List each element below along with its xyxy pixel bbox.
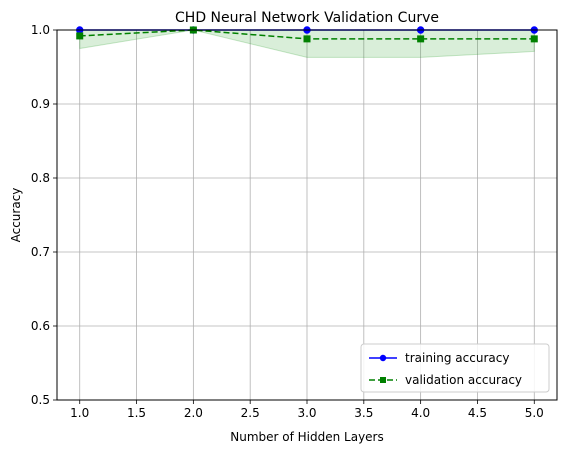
legend-box [360, 343, 550, 393]
legend-label: training accuracy [405, 351, 509, 365]
legend: training accuracy validation accuracy [360, 343, 550, 393]
legend-label: validation accuracy [405, 373, 522, 387]
x-tick-label: 3.0 [297, 406, 316, 420]
x-tick-label: 2.0 [184, 406, 203, 420]
y-tick-label: 0.8 [31, 171, 50, 185]
x-axis-label: Number of Hidden Layers [230, 430, 384, 444]
series-1-point [530, 35, 538, 43]
x-tick-label: 4.5 [468, 406, 487, 420]
legend-swatch-marker [380, 377, 386, 383]
legend-swatch-marker [379, 354, 387, 362]
y-tick-label: 0.9 [31, 97, 50, 111]
y-tick-label: 0.7 [31, 245, 50, 259]
x-tick-label: 2.5 [241, 406, 260, 420]
x-tick-label: 5.0 [525, 406, 544, 420]
y-tick-label: 0.6 [31, 319, 50, 333]
x-tick-label: 1.5 [127, 406, 146, 420]
series-1-point [76, 32, 84, 40]
y-tick-label: 0.5 [31, 393, 50, 407]
x-tick-label: 1.0 [70, 406, 89, 420]
x-tick-label: 4.0 [411, 406, 430, 420]
x-tick-label: 3.5 [354, 406, 373, 420]
series-1-point [417, 35, 425, 43]
y-axis-label: Accuracy [9, 188, 23, 243]
y-tick-label: 1.0 [31, 23, 50, 37]
series-1-point [303, 35, 311, 43]
chart-title: CHD Neural Network Validation Curve [175, 10, 439, 26]
axis-ticks: 1.0 1.5 2.0 2.5 3.0 3.5 4.0 4.5 5.0 0.5 0.6 0.7 0.8 0… [31, 23, 544, 420]
